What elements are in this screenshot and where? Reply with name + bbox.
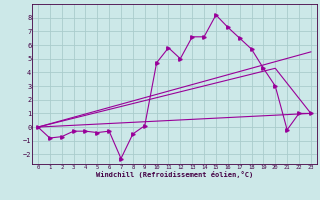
X-axis label: Windchill (Refroidissement éolien,°C): Windchill (Refroidissement éolien,°C) — [96, 171, 253, 178]
